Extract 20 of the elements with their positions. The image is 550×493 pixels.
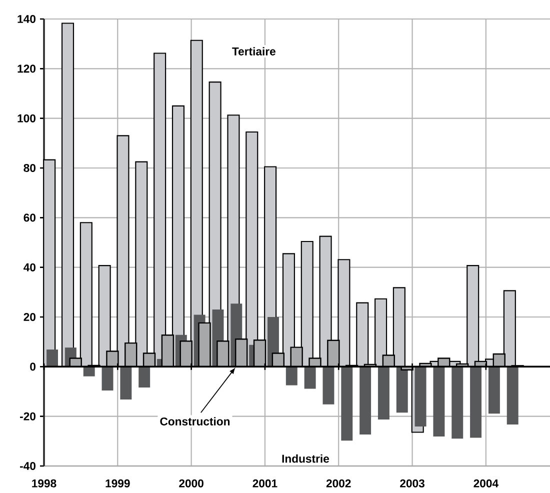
y-tick-label: -20 [20,412,36,420]
text: Construction [160,417,230,426]
y-tick-label: 100 [18,114,36,122]
x-tick-label: 2004 [474,479,498,488]
x-tick-label: 2001 [252,479,278,488]
y-tick-label: 60 [24,214,36,222]
series-label: Industrie [282,454,330,463]
y-tick-label: 140 [18,14,36,24]
x-tick-label: 2002 [326,479,351,488]
y-tick-label: 0 [30,362,36,371]
x-tick-label: 2003 [400,479,424,488]
x-tick-label: 1999 [106,479,130,488]
text: Tertiaire [232,47,276,56]
y-tick-label: 40 [24,263,36,272]
y-tick-label: 80 [24,164,36,172]
y-tick-label: 20 [24,312,36,322]
x-tick-label: 1998 [32,479,56,488]
y-tick-label: 120 [18,64,36,73]
x-tick-label: 2000 [179,479,204,488]
y-tick-label: -40 [20,462,36,470]
